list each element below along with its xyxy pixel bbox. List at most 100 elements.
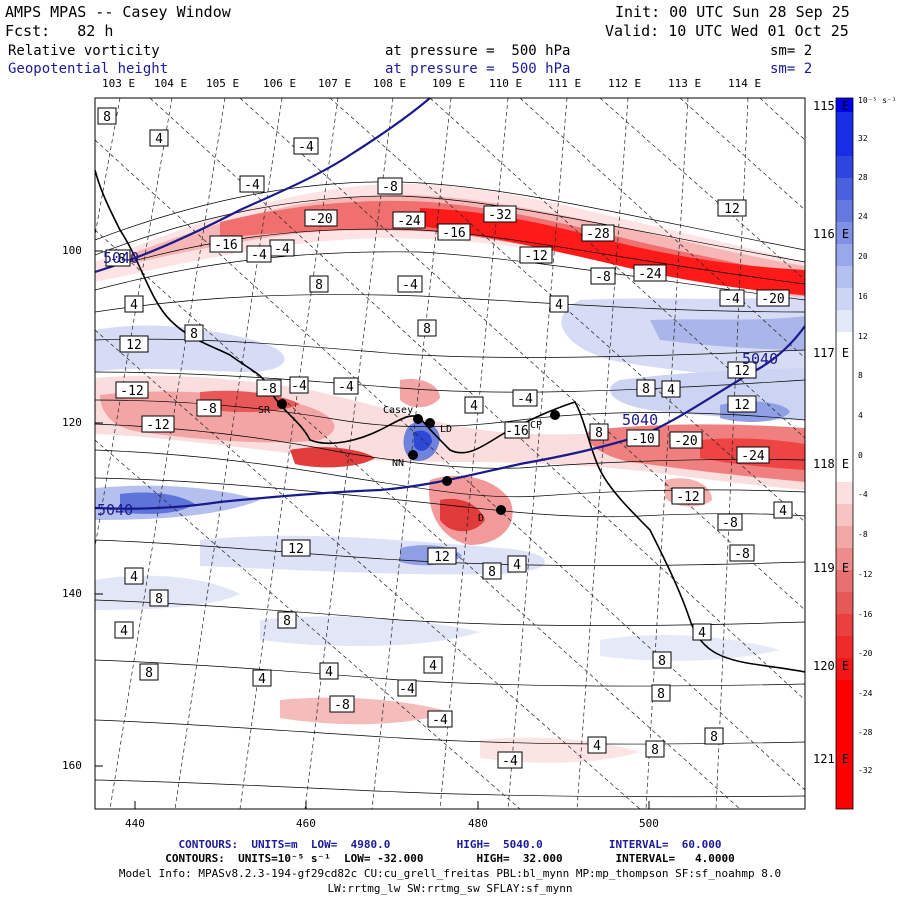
- field2-level: at pressure = 500 hPa: [385, 61, 571, 77]
- colorbar-label: 24: [858, 212, 868, 221]
- contour-label: -8: [590, 267, 616, 285]
- height-label: 5040: [622, 411, 658, 429]
- contour-label: 12: [717, 199, 747, 217]
- contour-label: -4: [269, 239, 295, 257]
- svg-text:8: 8: [145, 666, 153, 681]
- lon-label: 107 E: [318, 77, 352, 90]
- svg-text:4: 4: [470, 399, 478, 414]
- colorbar-label: -28: [858, 728, 873, 737]
- contour-label: -8: [105, 249, 131, 267]
- svg-text:-20: -20: [761, 292, 784, 307]
- lon-label: 105 E: [206, 77, 240, 90]
- svg-text:-4: -4: [274, 242, 290, 257]
- field2-smooth: sm= 2: [770, 61, 813, 77]
- station-label: CP: [530, 420, 542, 431]
- svg-text:-4: -4: [432, 713, 448, 728]
- x-axis-label: 500: [639, 817, 659, 830]
- contour-label: -20: [756, 289, 790, 307]
- y-axis-label: 140: [62, 587, 82, 600]
- contour-label: -4: [497, 751, 523, 769]
- colorbar-unit: 10⁻⁵ s⁻¹: [858, 96, 897, 105]
- x-axis-label: 440: [125, 817, 145, 830]
- svg-text:4: 4: [120, 624, 128, 639]
- station-label: SR: [258, 405, 271, 416]
- svg-text:-12: -12: [524, 249, 547, 264]
- svg-text:-8: -8: [334, 698, 350, 713]
- contour-label: -4: [512, 389, 538, 407]
- contour-label: -20: [304, 209, 338, 227]
- svg-text:-4: -4: [244, 178, 260, 193]
- contour-label: 8: [482, 562, 502, 580]
- svg-text:-4: -4: [502, 754, 518, 769]
- contour-label: -4: [246, 245, 272, 263]
- svg-text:8: 8: [642, 382, 650, 397]
- colorbar-label: -8: [858, 530, 868, 539]
- contour-label: 12: [427, 547, 457, 565]
- svg-text:4: 4: [667, 383, 675, 398]
- lon-label: 110 E: [489, 77, 523, 90]
- contour-label: -4: [293, 137, 319, 155]
- svg-text:8: 8: [283, 614, 291, 629]
- colorbar-label: 32: [858, 134, 868, 143]
- contour-label: 8: [651, 684, 671, 702]
- lon-label: 108 E: [373, 77, 407, 90]
- svg-text:-8: -8: [595, 270, 611, 285]
- geopotential-5040-south: [95, 325, 805, 510]
- contour-label: -8: [717, 513, 743, 531]
- contour-label: -12: [671, 487, 705, 505]
- station-label: D: [478, 513, 484, 524]
- contour-label: 8: [149, 589, 169, 607]
- station-marker: [408, 450, 418, 460]
- contour-label: 8: [139, 663, 159, 681]
- contour-label: 8: [277, 611, 297, 629]
- colorbar-label: 8: [858, 371, 863, 380]
- svg-text:-4: -4: [724, 292, 740, 307]
- contour-label: 4: [124, 295, 144, 313]
- stations: SR Casey LD NN CP D: [258, 399, 560, 524]
- contour-label: -16: [209, 235, 243, 253]
- svg-text:4: 4: [130, 570, 138, 585]
- x-axis-label: 460: [296, 817, 316, 830]
- colorbar-label: -12: [858, 570, 873, 579]
- contour-label: -28: [581, 224, 615, 242]
- svg-text:8: 8: [710, 730, 718, 745]
- svg-text:4: 4: [325, 665, 333, 680]
- svg-text:-4: -4: [298, 140, 314, 155]
- svg-text:4: 4: [593, 739, 601, 754]
- station-marker: [425, 418, 435, 428]
- x-axis-label: 480: [468, 817, 488, 830]
- colorbar-label: -16: [858, 610, 873, 619]
- contour-label: -12: [141, 415, 175, 433]
- svg-text:-32: -32: [488, 208, 511, 223]
- colorbar-label: -4: [858, 490, 868, 499]
- svg-text:-16: -16: [505, 424, 528, 439]
- vort-blue-southcentral: [260, 616, 480, 647]
- colorbar-label: 28: [858, 173, 868, 182]
- svg-text:8: 8: [488, 565, 496, 580]
- svg-text:-16: -16: [442, 226, 465, 241]
- svg-text:-12: -12: [676, 490, 699, 505]
- y-axis-label: 160: [62, 759, 82, 772]
- contour-label: -4: [719, 289, 745, 307]
- svg-text:-20: -20: [674, 434, 697, 449]
- contour-label: 4: [149, 129, 169, 147]
- svg-text:4: 4: [155, 132, 163, 147]
- svg-text:-8: -8: [110, 252, 126, 267]
- svg-text:4: 4: [258, 672, 266, 687]
- station-marker: [442, 476, 452, 486]
- svg-text:4: 4: [779, 504, 787, 519]
- contour-label: -16: [437, 223, 471, 241]
- model-info-physics: LW:rrtmg_lw SW:rrtmg_sw SFLAY:sf_mynn: [327, 882, 573, 895]
- station-marker: [277, 399, 287, 409]
- lat-label: 121 E: [813, 752, 850, 766]
- station-marker: [413, 414, 423, 424]
- contour-label: 4: [507, 555, 527, 573]
- svg-text:4: 4: [555, 298, 563, 313]
- contour-label: 12: [281, 539, 311, 557]
- svg-text:4: 4: [513, 558, 521, 573]
- station-label: NN: [392, 458, 404, 469]
- svg-text:-16: -16: [214, 238, 237, 253]
- contour-label: -4: [239, 175, 265, 193]
- svg-text:-8: -8: [382, 180, 398, 195]
